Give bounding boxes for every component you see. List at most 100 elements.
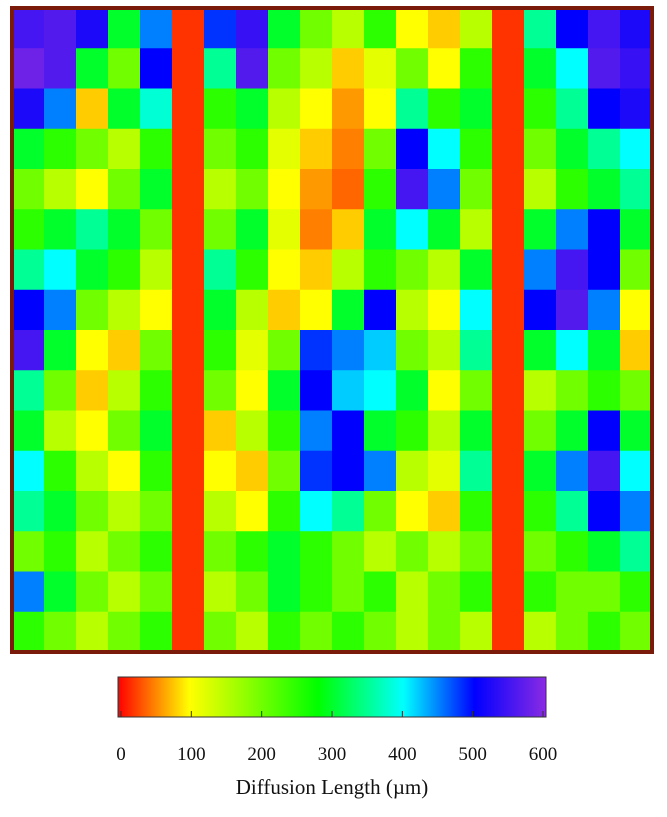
heatmap-cell	[492, 209, 525, 250]
heatmap-cell	[236, 8, 269, 49]
heatmap-cell	[492, 572, 525, 613]
heatmap-cell	[76, 169, 109, 210]
heatmap-cell	[172, 209, 205, 250]
heatmap-cell	[396, 209, 429, 250]
heatmap-cell	[556, 370, 589, 411]
heatmap-cell	[140, 370, 173, 411]
heatmap-cell	[44, 612, 77, 653]
heatmap-cell	[108, 612, 141, 653]
heatmap-cell	[460, 48, 493, 89]
heatmap-cell	[236, 572, 269, 613]
heatmap-cell	[76, 411, 109, 452]
heatmap-cell	[588, 129, 621, 170]
heatmap-cell	[204, 572, 237, 613]
heatmap-cell	[364, 612, 397, 653]
heatmap-cell	[588, 572, 621, 613]
heatmap-cell	[108, 451, 141, 492]
heatmap-cell	[460, 129, 493, 170]
heatmap-cell	[236, 129, 269, 170]
heatmap-cell	[172, 411, 205, 452]
heatmap-cell	[204, 169, 237, 210]
heatmap-cell	[364, 129, 397, 170]
heatmap-cell	[140, 612, 173, 653]
heatmap-cell	[204, 531, 237, 572]
heatmap-cell	[204, 612, 237, 653]
heatmap-cell	[524, 250, 557, 291]
heatmap-cell	[428, 531, 461, 572]
heatmap-cell	[204, 491, 237, 532]
heatmap-cell	[556, 531, 589, 572]
heatmap-cell	[556, 209, 589, 250]
heatmap-cell	[460, 411, 493, 452]
heatmap-cell	[332, 572, 365, 613]
heatmap-cell	[236, 250, 269, 291]
heatmap-cell	[108, 330, 141, 371]
heatmap-cell	[364, 89, 397, 130]
heatmap-cell	[268, 250, 301, 291]
heatmap-cell	[300, 169, 333, 210]
heatmap-cell	[396, 290, 429, 331]
heatmap-cell	[428, 612, 461, 653]
heatmap-cell	[12, 451, 45, 492]
heatmap-cell	[620, 451, 653, 492]
heatmap-cell	[12, 370, 45, 411]
heatmap-cell	[620, 48, 653, 89]
heatmap-cell	[108, 531, 141, 572]
heatmap-cell	[44, 491, 77, 532]
colorbar-tick-label: 500	[458, 744, 487, 765]
heatmap-cell	[460, 209, 493, 250]
heatmap-cell	[588, 451, 621, 492]
heatmap-cell	[492, 370, 525, 411]
heatmap-cell	[524, 531, 557, 572]
heatmap-cell	[524, 612, 557, 653]
heatmap-cell	[364, 209, 397, 250]
heatmap-cell	[428, 411, 461, 452]
heatmap-cell	[396, 250, 429, 291]
heatmap-cell	[172, 491, 205, 532]
heatmap-cell	[588, 169, 621, 210]
heatmap-cell	[204, 411, 237, 452]
heatmap-cell	[44, 8, 77, 49]
colorbar-tick-label: 100	[177, 744, 206, 765]
heatmap-cell	[556, 451, 589, 492]
heatmap-cell	[268, 411, 301, 452]
heatmap-cell	[12, 169, 45, 210]
heatmap-cell	[76, 531, 109, 572]
heatmap-cell	[364, 491, 397, 532]
heatmap-cell	[428, 330, 461, 371]
heatmap-cell	[588, 370, 621, 411]
heatmap-cell	[428, 129, 461, 170]
heatmap-cell	[620, 370, 653, 411]
heatmap-cell	[460, 451, 493, 492]
heatmap-cell	[396, 89, 429, 130]
heatmap-cell	[524, 89, 557, 130]
heatmap-cell	[588, 330, 621, 371]
heatmap-cell	[268, 491, 301, 532]
heatmap-cell	[428, 89, 461, 130]
heatmap-cell	[460, 370, 493, 411]
heatmap-cell	[12, 209, 45, 250]
heatmap-cell	[428, 8, 461, 49]
heatmap-cell	[588, 411, 621, 452]
heatmap-cell	[620, 209, 653, 250]
heatmap-cell	[492, 290, 525, 331]
heatmap-cell	[492, 169, 525, 210]
heatmap-cell	[12, 411, 45, 452]
heatmap-cell	[268, 531, 301, 572]
heatmap-cell	[332, 411, 365, 452]
heatmap-cell	[620, 89, 653, 130]
heatmap-cell	[364, 169, 397, 210]
heatmap-cell	[620, 411, 653, 452]
heatmap-cell	[300, 89, 333, 130]
heatmap-cell	[556, 169, 589, 210]
heatmap-cell	[76, 209, 109, 250]
heatmap-cell	[524, 169, 557, 210]
heatmap-cell	[588, 491, 621, 532]
heatmap-cell	[44, 572, 77, 613]
heatmap-cell	[44, 250, 77, 291]
heatmap-cell	[332, 169, 365, 210]
heatmap-cell	[76, 451, 109, 492]
heatmap-cell	[332, 48, 365, 89]
heatmap-cell	[396, 451, 429, 492]
